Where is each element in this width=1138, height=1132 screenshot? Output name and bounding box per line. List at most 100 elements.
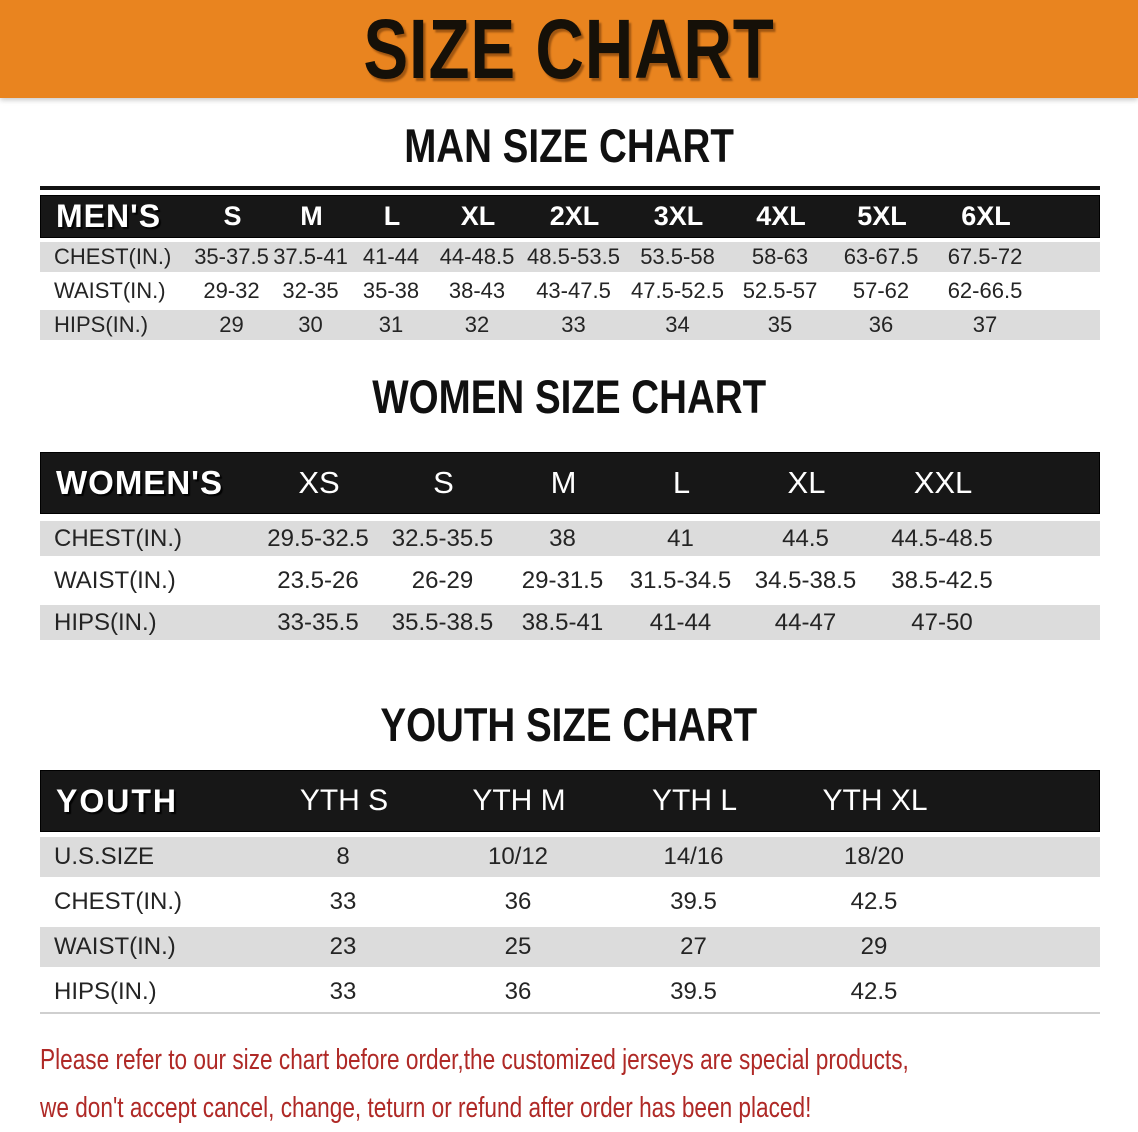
men-chest-in-s: 35-37.5: [194, 244, 269, 270]
men-chest-in-l: 41-44: [362, 244, 420, 270]
youth-size-column-yth-s: YTH S: [299, 784, 389, 818]
women-hips-in-s: 35.5-38.5: [391, 608, 494, 636]
women-size-column-m: M: [550, 465, 577, 501]
women-section-heading-text: WOMEN SIZE CHART: [372, 370, 766, 424]
size-chart-banner: SIZE CHART: [0, 0, 1138, 98]
men-chest-in-3xl: 53.5-58: [640, 244, 715, 270]
men-hips-in-3xl: 34: [665, 312, 690, 338]
men-row-label-chest-in: CHEST(IN.): [54, 244, 172, 270]
youth-row-u-s-size: U.S.SIZE 8 10/12 14/16 18/20: [40, 837, 1100, 878]
disclaimer-line-1: Please refer to our size chart before or…: [40, 1044, 909, 1077]
youth-waist-in-yth-m: 25: [504, 933, 532, 961]
men-size-column-2xl: 2XL: [549, 201, 600, 232]
youth-table-corner-label: YOUTH: [56, 782, 178, 819]
disclaimer-line-2: we don't accept cancel, change, teturn o…: [40, 1092, 812, 1125]
men-hips-in-5xl: 36: [868, 312, 894, 338]
women-hips-in-m: 38.5-41: [521, 608, 604, 636]
men-row-hips-in: HIPS(IN.) 29 30 31 32 33 34 35 36 37: [40, 310, 1100, 341]
men-section-heading-text: MAN SIZE CHART: [404, 119, 734, 172]
women-chest-in-m: 38: [549, 524, 576, 552]
men-waist-in-s: 29-32: [203, 278, 260, 304]
men-size-column-l: L: [383, 201, 401, 232]
youth-chest-in-yth-xl: 42.5: [850, 888, 898, 916]
women-size-column-xxl: XXL: [913, 465, 973, 501]
women-section-heading: WOMEN SIZE CHART: [0, 370, 1138, 424]
women-waist-in-xs: 23.5-26: [277, 566, 359, 594]
women-waist-in-xxl: 38.5-42.5: [891, 566, 993, 594]
youth-row-waist-in: WAIST(IN.) 23 25 27 29: [40, 927, 1100, 968]
youth-size-column-yth-m: YTH M: [472, 784, 566, 818]
women-waist-in-s: 26-29: [411, 566, 474, 594]
women-waist-in-xl: 34.5-38.5: [754, 566, 857, 594]
order-disclaimer: Please refer to our size chart before or…: [0, 1036, 1138, 1132]
men-row-waist-in: WAIST(IN.) 29-32 32-35 35-38 38-43 43-47.5 47.…: [40, 276, 1100, 307]
men-table-corner-label: MEN'S: [56, 198, 162, 235]
women-table-header-row: WOMEN'S XS S M L XL XXL: [40, 452, 1100, 515]
men-size-column-3xl: 3XL: [653, 201, 704, 232]
banner-title: SIZE CHART: [363, 2, 775, 96]
youth-hips-in-yth-s: 33: [329, 978, 357, 1006]
men-chest-in-4xl: 58-63: [751, 244, 809, 270]
youth-waist-in-yth-s: 23: [329, 933, 357, 961]
youth-waist-in-yth-l: 27: [680, 933, 707, 961]
youth-hips-in-yth-xl: 42.5: [850, 978, 898, 1006]
women-chest-in-xs: 29.5-32.5: [267, 524, 369, 552]
women-size-table: WOMEN'S XS S M L XL XXL CHEST(IN.) 29.5-32.5 32.5…: [40, 452, 1100, 641]
men-chest-in-m: 37.5-41: [273, 244, 348, 270]
youth-row-label-hips-in: HIPS(IN.): [54, 978, 157, 1006]
women-waist-in-l: 31.5-34.5: [629, 566, 732, 594]
women-size-column-xs: XS: [298, 465, 340, 501]
men-table-top-rule: [40, 186, 1100, 191]
youth-row-label-u-s-size: U.S.SIZE: [54, 843, 155, 871]
men-chest-in-xl: 44-48.5: [439, 244, 515, 270]
youth-size-column-yth-l: YTH L: [651, 784, 738, 818]
youth-u-s-size-yth-s: 8: [336, 843, 350, 871]
women-row-waist-in: WAIST(IN.) 23.5-26 26-29 29-31.5 31.5-34.5 34…: [40, 563, 1100, 599]
youth-row-label-waist-in: WAIST(IN.): [54, 933, 176, 961]
men-hips-in-6xl: 37: [972, 312, 998, 338]
youth-hips-in-yth-l: 39.5: [670, 978, 717, 1006]
women-chest-in-xl: 44.5: [782, 524, 829, 552]
men-chest-in-6xl: 67.5-72: [947, 244, 1023, 270]
men-section-heading: MAN SIZE CHART: [0, 119, 1138, 173]
women-size-column-xl: XL: [787, 465, 826, 501]
women-hips-in-xxl: 47-50: [911, 608, 973, 636]
men-chest-in-5xl: 63-67.5: [843, 244, 919, 270]
women-waist-in-m: 29-31.5: [521, 566, 604, 594]
youth-chest-in-yth-l: 39.5: [670, 888, 717, 916]
women-hips-in-l: 41-44: [649, 608, 712, 636]
men-size-chart-section: MAN SIZE CHART MEN'S S M L XL 2XL 3XL 4XL 5XL 6XL…: [0, 119, 1138, 341]
women-size-chart-section: WOMEN SIZE CHART WOMEN'S XS S M L XL XXL CHEST(…: [0, 370, 1138, 641]
women-chest-in-s: 32.5-35.5: [391, 524, 494, 552]
men-waist-in-xl: 38-43: [448, 278, 506, 304]
men-size-column-4xl: 4XL: [756, 201, 806, 232]
men-table-header-row: MEN'S S M L XL 2XL 3XL 4XL 5XL 6XL: [40, 195, 1100, 239]
youth-row-hips-in: HIPS(IN.) 33 36 39.5 42.5: [40, 972, 1100, 1015]
men-size-column-6xl: 6XL: [961, 201, 1011, 232]
women-row-label-hips-in: HIPS(IN.): [54, 608, 157, 636]
men-hips-in-s: 29: [219, 312, 244, 338]
men-size-table: MEN'S S M L XL 2XL 3XL 4XL 5XL 6XL CHEST(IN.) 35-37…: [40, 186, 1100, 341]
youth-size-column-yth-xl: YTH XL: [822, 784, 928, 818]
men-waist-in-5xl: 57-62: [852, 278, 910, 304]
women-chest-in-l: 41: [667, 524, 694, 552]
men-row-label-hips-in: HIPS(IN.): [54, 312, 149, 338]
youth-section-heading: YOUTH SIZE CHART: [0, 698, 1138, 752]
men-waist-in-3xl: 47.5-52.5: [631, 278, 724, 304]
youth-size-table: YOUTH YTH S YTH M YTH L YTH XL U.S.SIZE 8 10/12…: [40, 770, 1100, 1015]
women-hips-in-xl: 44-47: [774, 608, 837, 636]
women-row-label-waist-in: WAIST(IN.): [54, 566, 176, 594]
youth-u-s-size-yth-xl: 18/20: [843, 843, 905, 871]
men-hips-in-xl: 32: [464, 312, 490, 338]
men-row-chest-in: CHEST(IN.) 35-37.5 37.5-41 41-44 44-48.5 48.5…: [40, 242, 1100, 273]
men-waist-in-4xl: 52.5-57: [742, 278, 818, 304]
women-row-hips-in: HIPS(IN.) 33-35.5 35.5-38.5 38.5-41 41-44 44-…: [40, 605, 1100, 641]
men-hips-in-m: 30: [298, 312, 323, 338]
youth-size-chart-section: YOUTH SIZE CHART YOUTH YTH S YTH M YTH L YTH…: [0, 698, 1138, 1015]
youth-row-label-chest-in: CHEST(IN.): [54, 888, 182, 916]
women-table-corner-label: WOMEN'S: [56, 464, 224, 502]
women-hips-in-xs: 33-35.5: [277, 608, 359, 636]
men-waist-in-2xl: 43-47.5: [536, 278, 611, 304]
men-waist-in-l: 35-38: [362, 278, 420, 304]
women-chest-in-xxl: 44.5-48.5: [891, 524, 993, 552]
